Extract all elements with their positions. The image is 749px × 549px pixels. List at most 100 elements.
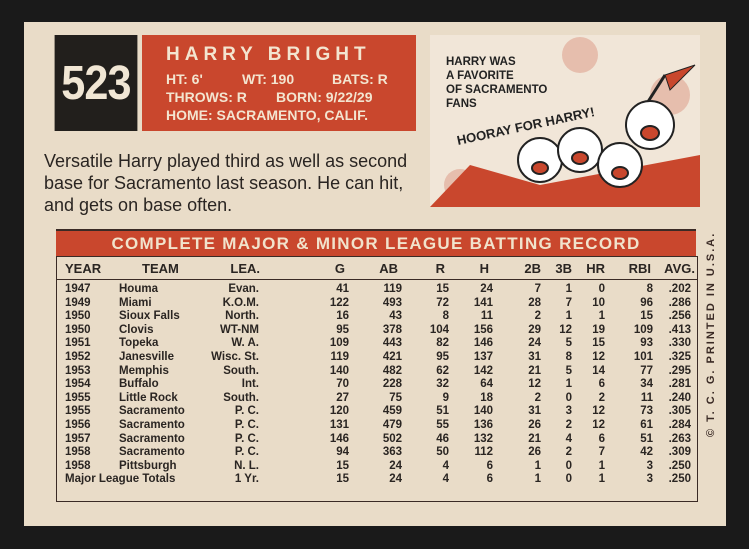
table-cell: 1 (598, 310, 605, 323)
table-cell: South. (223, 364, 259, 377)
table-cell: 1953 (65, 364, 91, 377)
table-cell: 51 (640, 432, 653, 445)
table-cell: 131 (329, 419, 349, 431)
table-cell: P. C. (234, 432, 259, 445)
table-cell: .240 (668, 391, 691, 404)
table-cell: 2 (534, 391, 541, 404)
table-cell: 24 (528, 337, 541, 350)
column-header: AVG. (664, 261, 695, 276)
table-cell: 1954 (65, 378, 91, 391)
column-header: TEAM (142, 261, 179, 276)
table-cell: 94 (336, 446, 349, 459)
table-cell: 1955 (65, 391, 91, 404)
table-cell: 9 (442, 391, 449, 404)
table-cell: 1957 (65, 432, 91, 445)
table-cell: 8 (442, 310, 449, 323)
height: HT: 6' (166, 71, 203, 87)
table-cell: K.O.M. (222, 296, 259, 309)
table-cell: 5 (565, 337, 572, 350)
table-cell: 109 (329, 337, 349, 350)
table-cell: 12 (559, 323, 572, 336)
table-cell: 64 (480, 378, 493, 391)
table-cell: 132 (473, 432, 493, 445)
table-cell: 502 (382, 432, 402, 445)
table-cell: 1 (534, 473, 541, 486)
table-cell: 93 (640, 337, 653, 350)
table-cell: Memphis (119, 364, 169, 377)
table-cell: 15 (640, 310, 653, 323)
table-cell: 24 (389, 473, 402, 486)
table-cell: 146 (473, 337, 493, 350)
table-cell: Sacramento (119, 432, 185, 445)
table-cell: 95 (336, 323, 349, 336)
table-cell: 0 (565, 391, 572, 404)
table-cell: Houma (119, 283, 158, 295)
table-cell: Sioux Falls (119, 310, 180, 323)
table-cell: 62 (436, 364, 449, 377)
table-cell: P. C. (234, 419, 259, 431)
table-cell: 2 (598, 391, 605, 404)
table-cell: 1 (565, 378, 572, 391)
table-cell: 4 (442, 459, 449, 472)
table-cell: .295 (668, 364, 691, 377)
table-cell: 26 (528, 446, 541, 459)
table-cell: 2 (565, 446, 572, 459)
caption-line: FANS (446, 98, 477, 110)
table-cell: 141 (473, 296, 493, 309)
table-cell: 15 (436, 283, 449, 295)
table-cell: 1950 (65, 323, 91, 336)
table-cell: 3 (646, 459, 653, 472)
table-cell: .413 (668, 323, 691, 336)
table-cell: .250 (668, 459, 691, 472)
throws: THROWS: R (166, 89, 247, 105)
table-cell: 55 (436, 419, 449, 431)
table-cell: 95 (436, 351, 449, 363)
table-cell: W. A. (231, 337, 259, 350)
table-cell: 6 (598, 432, 605, 445)
table-cell: 4 (565, 432, 572, 445)
table-cell: Little Rock (119, 391, 178, 404)
table-cell: 29 (528, 323, 541, 336)
table-cell: 1 (598, 473, 605, 486)
table-cell: 1 (598, 459, 605, 472)
table-cell: 72 (436, 296, 449, 309)
table-cell: 77 (640, 364, 653, 377)
table-cell: 1 (565, 310, 572, 323)
card-number: 523 (54, 35, 138, 131)
table-cell: 11 (640, 391, 653, 404)
table-cell: Pittsburgh (119, 459, 177, 472)
table-cell: 4 (442, 473, 449, 486)
table-cell: .284 (668, 419, 691, 431)
table-cell: .250 (668, 473, 691, 486)
column-header: 3B (555, 261, 572, 276)
table-cell: 119 (330, 351, 349, 363)
table-cell: 21 (528, 364, 541, 377)
table-cell: Clovis (119, 323, 154, 336)
table-cell: 8 (646, 283, 653, 295)
table-cell: 82 (436, 337, 449, 350)
table-cell: North. (225, 310, 259, 323)
table-cell: 75 (389, 391, 402, 404)
table-cell: 136 (473, 419, 493, 431)
table-cell: 2 (565, 419, 572, 431)
table-cell: 21 (528, 432, 541, 445)
table-cell: 73 (640, 405, 653, 418)
table-cell: 1958 (65, 446, 91, 459)
table-cell: 24 (389, 459, 402, 472)
table-cell: 1956 (65, 419, 91, 431)
table-cell: 140 (473, 405, 493, 418)
table-cell: 2 (534, 310, 541, 323)
table-cell: 46 (436, 432, 449, 445)
table-cell: 7 (598, 446, 605, 459)
table-cell: 363 (382, 446, 402, 459)
weight: WT: 190 (242, 71, 295, 87)
table-cell: 70 (336, 378, 349, 391)
column-header: R (435, 261, 445, 276)
table-cell: Major League Totals (65, 473, 176, 486)
bats: BATS: R (332, 71, 388, 87)
table-cell: 146 (329, 432, 349, 445)
table-cell: South. (223, 391, 259, 404)
table-cell: Janesville (119, 351, 174, 363)
caption-line: HARRY WAS (446, 56, 516, 68)
table-cell: 12 (592, 405, 605, 418)
